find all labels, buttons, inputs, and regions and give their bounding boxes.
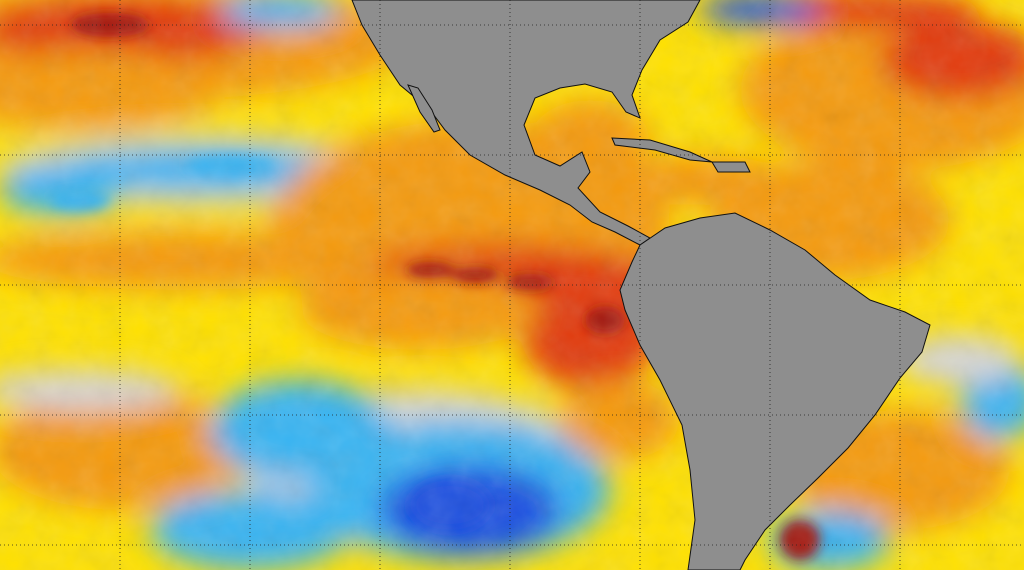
north-america bbox=[351, 0, 701, 246]
baja-california bbox=[407, 84, 441, 133]
hispaniola bbox=[711, 161, 751, 173]
landmass bbox=[351, 0, 931, 570]
cuba bbox=[611, 137, 713, 163]
south-america bbox=[619, 212, 931, 570]
